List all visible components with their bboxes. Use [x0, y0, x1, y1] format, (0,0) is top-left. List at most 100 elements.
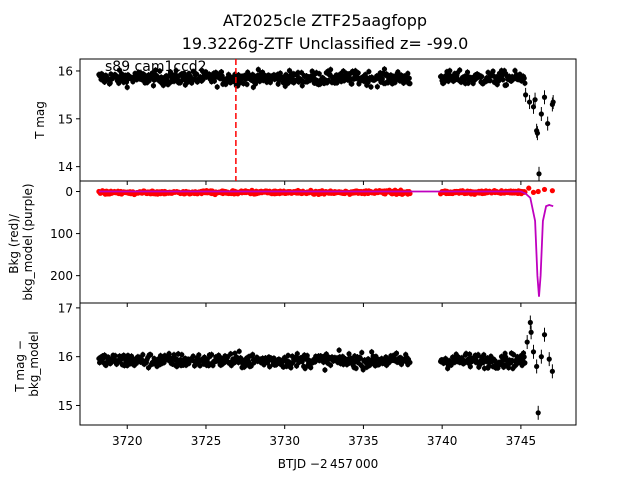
data-point: [327, 362, 334, 368]
y-tick-label-middle-100: 100: [50, 227, 73, 241]
data-point: [308, 364, 314, 371]
data-point: [500, 77, 506, 83]
data-point: [528, 329, 534, 335]
data-point: [406, 75, 412, 81]
x-axis-label: BTJD −2 457 000: [278, 457, 378, 471]
y-tick-label-top-15: 15: [58, 112, 73, 126]
data-point: [218, 69, 225, 75]
series-top-0: [96, 66, 556, 181]
data-point: [183, 74, 189, 80]
data-point: [190, 353, 196, 359]
panel-background-ylabel-line1: Bkg (red)/: [7, 213, 21, 274]
data-point: [545, 120, 551, 127]
data-point: [541, 332, 548, 338]
data-point: [336, 347, 342, 353]
data-point: [250, 351, 256, 358]
data-point: [179, 352, 185, 358]
data-point: [481, 352, 487, 358]
panel-corrected-ylabel: T mag − bkg_model: [13, 331, 41, 397]
y-tick-label-top-14: 14: [58, 160, 73, 174]
data-point: [232, 350, 238, 356]
panel-background-ylabel-line2: bkg_model (purple): [21, 183, 35, 300]
data-point: [464, 69, 471, 75]
data-point: [355, 70, 361, 76]
data-point: [524, 339, 530, 345]
data-point: [244, 81, 250, 87]
data-point: [327, 66, 334, 73]
y-tick-label-bottom-15: 15: [58, 399, 73, 413]
data-point: [349, 81, 355, 87]
data-point: [152, 67, 159, 73]
data-point: [157, 68, 163, 74]
data-point: [457, 67, 463, 73]
data-point: [523, 92, 529, 98]
chart-title-line1: AT2025cle ZTF25aagfopp: [223, 11, 427, 30]
data-point: [304, 353, 310, 359]
series-bottom-0: [96, 315, 555, 420]
data-point: [405, 70, 411, 77]
data-point: [395, 69, 401, 75]
data-point: [346, 351, 352, 357]
x-axis: 3720 3725 3730 3735 3740 3745: [112, 434, 536, 448]
data-point: [526, 185, 532, 191]
data-point: [177, 357, 183, 363]
data-point: [538, 354, 544, 360]
data-point: [527, 319, 533, 326]
data-point: [140, 352, 146, 358]
data-point: [530, 349, 537, 355]
y-tick-label-middle-0: 0: [65, 185, 73, 199]
data-point: [288, 365, 294, 371]
data-point: [536, 171, 542, 177]
panel-magnitude: 14 15 16 T mag s89 cam1ccd2: [33, 58, 577, 185]
panel-background-ylabel: Bkg (red)/ bkg_model (purple): [7, 183, 35, 300]
data-point: [532, 97, 538, 103]
data-point: [196, 352, 202, 358]
data-point: [228, 351, 234, 357]
data-point: [521, 354, 527, 360]
data-point: [353, 365, 359, 371]
panel-corrected-magnitude: 15 16 17 T mag − bkg_model: [13, 301, 577, 429]
data-point: [522, 360, 528, 366]
data-point: [438, 73, 444, 79]
x-tick-label-3725: 3725: [191, 434, 222, 448]
data-point: [121, 352, 127, 358]
data-point: [255, 66, 261, 73]
data-point: [550, 99, 556, 105]
series-middle-1: [98, 190, 554, 297]
data-point: [316, 71, 322, 77]
data-point: [530, 189, 537, 195]
data-point: [521, 75, 527, 81]
y-tick-label-bottom-16: 16: [58, 350, 73, 364]
data-point: [522, 80, 528, 86]
data-point: [487, 77, 493, 84]
data-point: [366, 69, 372, 75]
data-point: [447, 68, 453, 74]
data-point: [393, 350, 400, 356]
panel-magnitude-ylabel: T mag: [33, 101, 47, 140]
y-tick-label-top-16: 16: [58, 64, 73, 78]
data-point: [366, 362, 373, 368]
data-point: [294, 351, 300, 357]
bkg-model-line: [98, 190, 554, 297]
panel-corrected-frame: [79, 302, 577, 426]
x-tick-label-3735: 3735: [348, 434, 379, 448]
data-point: [407, 359, 413, 366]
data-point: [374, 84, 380, 90]
data-point: [467, 351, 473, 357]
data-point: [264, 360, 271, 366]
data-point: [208, 351, 215, 358]
chart-title-line2: 19.3226g-ZTF Unclassified z= -99.0: [182, 34, 469, 53]
data-point: [379, 76, 385, 82]
data-point: [490, 68, 496, 74]
data-point: [538, 111, 544, 117]
data-point: [285, 352, 291, 359]
x-tick-label-3740: 3740: [427, 434, 458, 448]
data-point: [236, 348, 242, 354]
data-point: [535, 188, 541, 195]
data-point: [549, 188, 555, 194]
data-point: [534, 130, 541, 136]
data-point: [124, 84, 130, 90]
data-point: [368, 84, 374, 90]
data-point: [503, 82, 510, 88]
